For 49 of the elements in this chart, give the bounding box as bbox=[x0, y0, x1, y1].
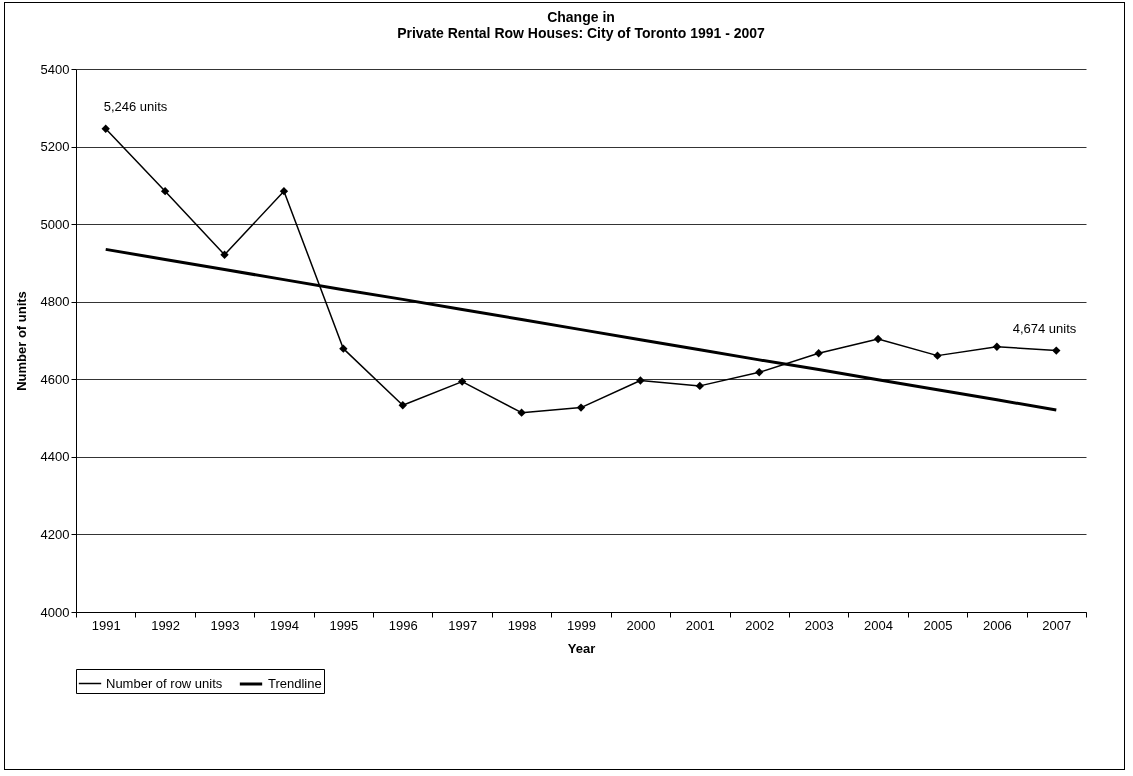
x-tick-label: 2003 bbox=[804, 617, 834, 633]
x-tick-label: 2005 bbox=[923, 617, 953, 633]
point bbox=[992, 342, 1002, 351]
point bbox=[1052, 346, 1061, 355]
point bbox=[220, 250, 229, 259]
x-tick-label: 1994 bbox=[269, 617, 299, 633]
x-tick-label: 1997 bbox=[448, 617, 478, 633]
chart-title: Change in Private Rental Row Houses: City of Toronto 1991 - 2007 bbox=[397, 9, 766, 41]
y-tick-label: 5200 bbox=[40, 139, 70, 155]
legend-label: Number of row units bbox=[106, 675, 223, 691]
x-tick-label: 2001 bbox=[685, 617, 715, 633]
y-tick-label: 4400 bbox=[40, 449, 70, 465]
point bbox=[814, 349, 823, 358]
point bbox=[755, 368, 764, 377]
annotation: 4,674 units bbox=[1012, 320, 1077, 336]
annotation: 5,246 units bbox=[103, 98, 168, 114]
y-tick-label: 4600 bbox=[40, 371, 70, 387]
point bbox=[933, 351, 942, 360]
y-tick-label: 4800 bbox=[40, 294, 70, 310]
x-tick-label: 1999 bbox=[567, 617, 596, 633]
x-tick-label: 1998 bbox=[507, 617, 537, 633]
point bbox=[160, 186, 170, 196]
y-tick-label: 4200 bbox=[40, 526, 70, 542]
x-tick-label: 2007 bbox=[1042, 617, 1072, 633]
x-tick-label: 2002 bbox=[745, 617, 775, 633]
point bbox=[636, 376, 645, 385]
x-tick-label: 1995 bbox=[329, 617, 359, 633]
point bbox=[339, 344, 348, 353]
x-tick-label: 1991 bbox=[91, 617, 121, 633]
point bbox=[398, 401, 407, 410]
point bbox=[279, 186, 289, 196]
point bbox=[517, 408, 526, 417]
y-tick-label: 5400 bbox=[40, 61, 70, 77]
point bbox=[873, 334, 883, 344]
y-tick-label: 5000 bbox=[40, 216, 70, 232]
x-tick-label: 2006 bbox=[982, 617, 1012, 633]
x-tick-label: 2000 bbox=[626, 617, 656, 633]
x-tick-label: 1992 bbox=[151, 617, 181, 633]
x-tick-label: 1996 bbox=[388, 617, 418, 633]
x-tick-label: 1993 bbox=[210, 617, 240, 633]
x-tick-label: 2004 bbox=[864, 617, 894, 633]
y-axis-title: Number of units bbox=[13, 291, 29, 391]
y-tick-label: 4000 bbox=[40, 604, 70, 620]
point bbox=[576, 403, 586, 412]
point bbox=[101, 124, 110, 133]
x-axis-title: Year bbox=[567, 640, 596, 656]
point bbox=[695, 381, 705, 391]
legend-label: Trendline bbox=[268, 676, 322, 691]
point bbox=[457, 377, 467, 386]
